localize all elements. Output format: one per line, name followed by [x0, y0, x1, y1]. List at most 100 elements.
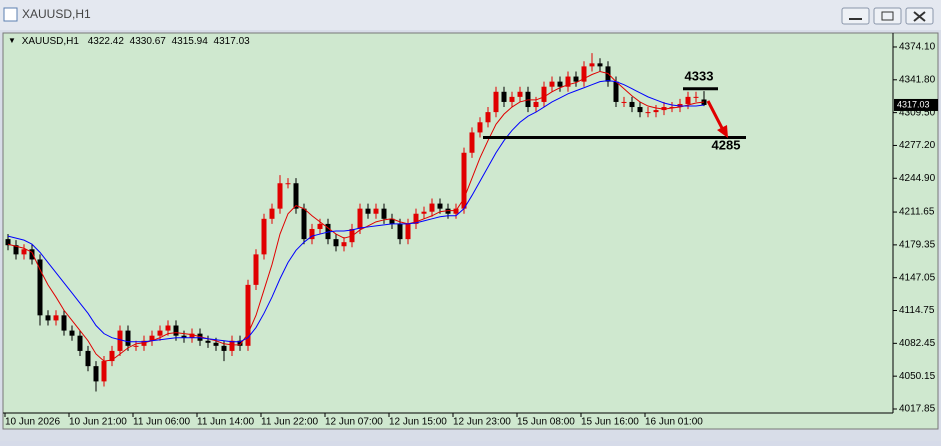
- candle-body: [693, 96, 699, 98]
- candle-body: [685, 96, 691, 104]
- candle-body: [133, 345, 139, 347]
- candle-body: [29, 249, 35, 260]
- candle-body: [85, 350, 91, 367]
- candle-body: [277, 183, 283, 209]
- candle-body: [477, 122, 483, 133]
- candle-body: [357, 208, 363, 229]
- candle-body: [517, 91, 523, 97]
- candle-body: [613, 81, 619, 102]
- header-close: 4317.03: [214, 36, 251, 47]
- x-tick-label: 12 Jun 23:00: [453, 417, 511, 428]
- level-label: 4333: [685, 68, 714, 83]
- candle-body: [325, 223, 331, 240]
- y-tick-label: 4017.85: [899, 404, 936, 415]
- candle-body: [109, 350, 115, 362]
- x-tick-label: 10 Jun 2026: [5, 417, 60, 428]
- y-tick-label: 4211.65: [899, 207, 935, 218]
- price-tag-label: 4317.03: [897, 99, 930, 109]
- candle-body: [525, 91, 531, 108]
- candle-body: [581, 66, 587, 82]
- candle-body: [573, 76, 579, 82]
- candle-body: [213, 342, 219, 346]
- chart-area: [2, 32, 939, 430]
- candle-body: [493, 91, 499, 113]
- header-high: 4330.67: [130, 36, 167, 47]
- candle-body: [229, 340, 235, 351]
- y-tick-label: 4050.15: [899, 371, 936, 382]
- window-title: XAUUSD,H1: [22, 7, 91, 21]
- x-tick-label: 12 Jun 07:00: [325, 417, 383, 428]
- candle-body: [637, 107, 643, 113]
- candle-body: [285, 183, 291, 185]
- candle-body: [397, 223, 403, 240]
- candle-body: [589, 63, 595, 67]
- y-tick-label: 4341.80: [899, 74, 936, 85]
- title-bar: [0, 0, 941, 30]
- candle-body: [77, 335, 83, 351]
- candle-body: [541, 86, 547, 102]
- candle-body: [461, 152, 467, 209]
- header-low: 4315.94: [172, 36, 209, 47]
- window-icon: [3, 7, 18, 22]
- symbol: XAUUSD,H1: [22, 36, 80, 47]
- candle-body: [661, 107, 667, 111]
- candle-body: [437, 203, 443, 209]
- y-tick-label: 4277.20: [899, 140, 936, 151]
- candle-body: [421, 211, 427, 214]
- candle-body: [37, 259, 43, 316]
- x-tick-label: 11 Jun 06:00: [133, 417, 191, 428]
- close-icon: [913, 11, 926, 22]
- candle-body: [509, 96, 515, 102]
- x-tick-label: 11 Jun 14:00: [197, 417, 255, 428]
- candle-body: [93, 366, 99, 382]
- candle-body: [221, 345, 227, 351]
- candle-body: [181, 335, 187, 338]
- candle-body: [317, 223, 323, 229]
- y-tick-label: 4147.05: [899, 272, 936, 283]
- candle-body: [237, 340, 243, 346]
- y-tick-label: 4179.35: [899, 240, 936, 251]
- candle-body: [669, 107, 675, 109]
- candle-body: [485, 112, 491, 123]
- candle-body: [69, 330, 75, 336]
- x-tick-label: 15 Jun 16:00: [581, 417, 639, 428]
- x-tick-label: 16 Jun 01:00: [645, 417, 703, 428]
- candle-body: [117, 330, 123, 351]
- candle-body: [597, 63, 603, 67]
- marks: 4374.10 4341.80 4309.50 4277.20 4244.90 4211.…: [4, 42, 938, 428]
- candle-body: [53, 315, 59, 321]
- arrow-head: [717, 125, 728, 138]
- candle-body: [645, 112, 651, 114]
- candle-body: [469, 132, 475, 153]
- candle-body: [165, 325, 171, 331]
- y-tick-label: 4309.50: [899, 107, 936, 118]
- candle-body: [365, 208, 371, 214]
- minimize-button[interactable]: [841, 7, 870, 25]
- candle-body: [405, 223, 411, 240]
- restore-button[interactable]: [873, 7, 902, 25]
- candle-body: [389, 218, 395, 224]
- candle-body: [453, 208, 459, 214]
- candle-body: [333, 239, 339, 247]
- candle-body: [381, 208, 387, 219]
- candle-body: [621, 101, 627, 103]
- candle-body: [101, 361, 107, 382]
- candle-body: [429, 203, 435, 212]
- restore-icon: [881, 11, 894, 21]
- moving-average: [7, 70, 705, 362]
- candle-body: [341, 242, 347, 247]
- candle-body: [45, 315, 51, 321]
- candle-body: [61, 315, 67, 331]
- y-tick-label: 4244.90: [899, 173, 936, 184]
- candle-body: [189, 333, 195, 338]
- candle-body: [445, 208, 451, 214]
- candle-body: [205, 340, 211, 343]
- candle-body: [261, 218, 267, 255]
- x-tick-label: 11 Jun 22:00: [261, 417, 319, 428]
- level-label: 4285: [712, 137, 741, 152]
- y-tick-label: 4374.10: [899, 42, 936, 53]
- x-tick-label: 12 Jun 15:00: [389, 417, 447, 428]
- candle-body: [501, 91, 507, 102]
